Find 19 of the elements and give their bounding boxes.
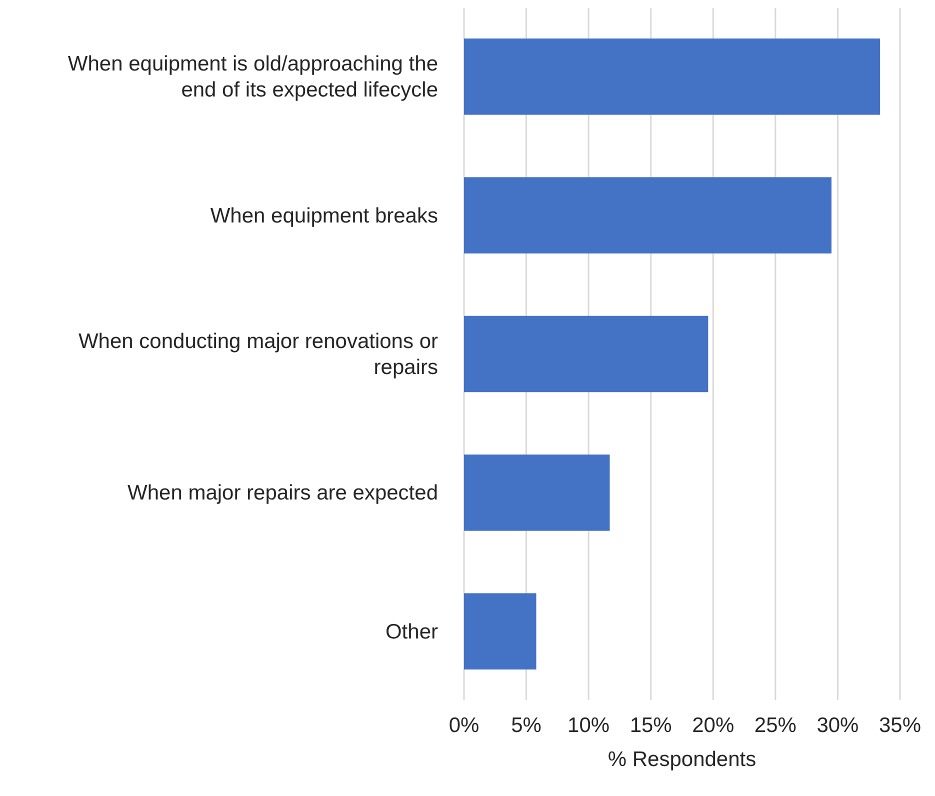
bar xyxy=(464,177,832,254)
x-tick-label: 25% xyxy=(754,714,796,737)
y-tick-label: When major repairs are expected xyxy=(128,482,438,505)
y-tick-label: Other xyxy=(385,620,438,644)
y-tick-label: When conducting major renovations or repairs xyxy=(78,330,438,379)
bar xyxy=(464,454,610,531)
x-tick-label: 35% xyxy=(878,714,922,737)
x-tick-label: 30% xyxy=(816,714,859,737)
x-tick-label: 5% xyxy=(511,714,542,737)
x-tick-label: 15% xyxy=(630,714,672,737)
bar xyxy=(464,316,708,392)
x-axis-title: % Respondents xyxy=(608,748,756,771)
y-tick-label: When equipment is old/approaching the end of its expected lifecycle xyxy=(68,52,438,102)
x-tick-label: 0% xyxy=(448,714,480,737)
bar xyxy=(464,38,880,115)
bar xyxy=(464,593,536,670)
x-tick-label: 20% xyxy=(692,714,734,737)
y-tick-label: When equipment breaks xyxy=(210,204,438,228)
x-tick-label: 10% xyxy=(568,714,610,737)
